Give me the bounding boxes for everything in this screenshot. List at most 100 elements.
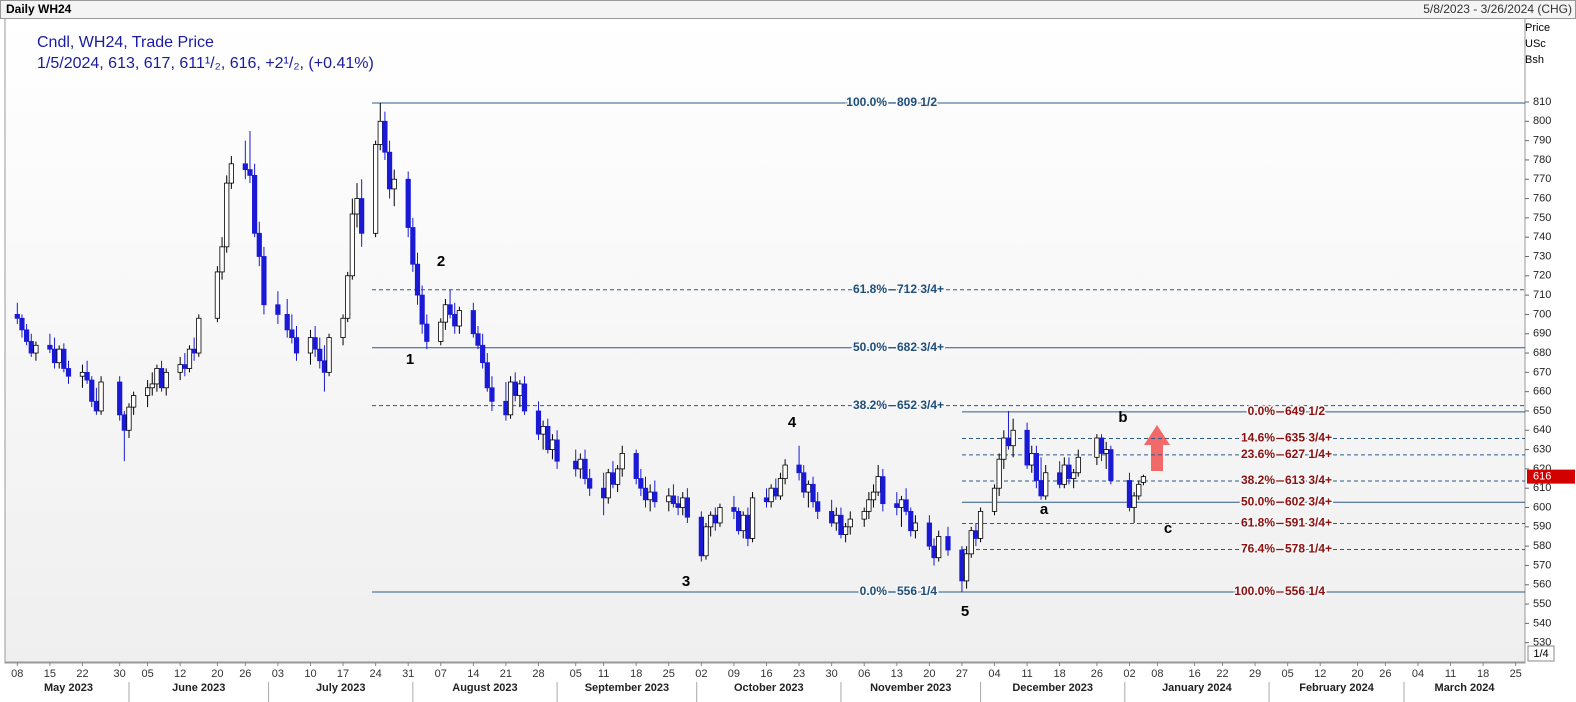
candle-body <box>442 304 449 323</box>
candle-body <box>507 381 514 416</box>
fib-pct: 100.0% <box>846 95 887 109</box>
candle-body <box>1103 449 1109 454</box>
candle-body <box>228 163 234 184</box>
fib-pct: 0.0% <box>1248 404 1276 418</box>
x-tick-label: 17 <box>337 668 349 680</box>
candle-body <box>307 337 314 354</box>
x-tick-label: 26 <box>1091 668 1103 680</box>
axis-title: Bsh <box>1525 54 1544 66</box>
page-box[interactable] <box>1527 645 1555 662</box>
candle-body <box>1108 449 1114 481</box>
candle-body <box>224 182 230 248</box>
candle-body <box>936 536 942 559</box>
fib-pct: 61.8% <box>853 282 887 296</box>
candle-body <box>554 439 560 462</box>
y-tick-label: 810 <box>1533 96 1551 108</box>
candle-body <box>275 304 281 315</box>
fib-label: 649 1/2 <box>1285 404 1325 418</box>
candle-body <box>1071 472 1077 479</box>
y-tick-label: 770 <box>1533 173 1551 185</box>
candle-body <box>968 530 974 555</box>
candle-body <box>373 144 379 234</box>
fib-label: 627 1/4+ <box>1285 447 1332 461</box>
x-tick-label: 12 <box>1314 668 1326 680</box>
candle-body <box>833 514 839 524</box>
candle-body <box>158 368 165 389</box>
x-tick-label: 03 <box>272 668 284 680</box>
price-tag-label: 616 <box>1533 471 1551 483</box>
month-label: March 2024 <box>1435 682 1496 694</box>
x-tick-label: 07 <box>435 668 447 680</box>
candle-body <box>614 468 621 485</box>
candle-body <box>145 387 151 396</box>
candle-body <box>680 497 686 508</box>
fib-label: 809 1/2 <box>897 95 937 109</box>
candle-body <box>749 497 756 539</box>
month-label: May 2023 <box>44 682 93 694</box>
fib-label: 712 3/4+ <box>897 282 944 296</box>
candle-body <box>633 453 639 479</box>
x-tick-label: 09 <box>728 668 740 680</box>
candle-body <box>293 337 300 354</box>
candle-body <box>326 337 332 373</box>
candle-body <box>163 371 169 389</box>
fib-label: 556 1/4 <box>897 584 937 598</box>
candle-body <box>61 348 67 369</box>
candle-body <box>452 314 458 327</box>
candle-body <box>684 497 690 518</box>
candle-body <box>1057 472 1063 485</box>
candle-body <box>880 476 886 505</box>
fib-pct: 76.4% <box>1241 542 1275 556</box>
page-indicator[interactable]: 1/4 <box>1533 648 1548 660</box>
x-tick-label: 05 <box>570 668 582 680</box>
candle-body <box>642 487 649 501</box>
x-tick-label: 05 <box>141 668 153 680</box>
x-tick-label: 18 <box>630 668 642 680</box>
fib-pct: 14.6% <box>1241 431 1275 445</box>
candle-body <box>84 371 90 381</box>
wave-label: 1 <box>406 351 414 368</box>
y-tick-label: 540 <box>1533 617 1551 629</box>
candle-body <box>875 476 881 493</box>
candle-body <box>698 516 704 557</box>
x-tick-label: 16 <box>760 668 772 680</box>
wave-label: 3 <box>682 573 690 590</box>
x-tick-label: 18 <box>1477 668 1489 680</box>
candle-body <box>605 472 611 499</box>
y-tick-label: 570 <box>1533 559 1551 571</box>
candle-body <box>349 213 355 277</box>
x-tick-label: 10 <box>304 668 316 680</box>
y-tick-label: 660 <box>1533 386 1551 398</box>
month-label: December 2023 <box>1012 682 1093 694</box>
candle-body <box>996 458 1002 489</box>
candle-body <box>410 227 416 265</box>
fib-label: 602 3/4+ <box>1285 494 1332 508</box>
candle-body <box>908 510 914 532</box>
y-tick-label: 600 <box>1533 501 1551 513</box>
x-tick-label: 31 <box>402 668 414 680</box>
candle-body <box>79 371 86 377</box>
candle-body <box>1131 495 1137 508</box>
fib-label: 578 1/4+ <box>1285 542 1332 556</box>
x-tick-label: 11 <box>598 668 609 680</box>
x-tick-label: 08 <box>1151 668 1163 680</box>
x-tick-label: 14 <box>467 668 479 680</box>
candle-body <box>377 120 383 145</box>
candle-body <box>438 321 444 342</box>
candle-body <box>619 453 625 470</box>
candle-body <box>93 400 100 412</box>
candle-body <box>540 426 546 435</box>
candle-body <box>284 314 290 331</box>
axis-title: USc <box>1525 38 1546 50</box>
candle-body <box>154 368 160 385</box>
candle-body <box>47 344 53 350</box>
candle-body <box>535 410 542 435</box>
candle-body <box>214 271 221 319</box>
candle-body <box>56 348 62 364</box>
candle-body <box>1043 472 1049 497</box>
candle-body <box>340 317 346 338</box>
candle-body <box>247 169 253 176</box>
fib-pct: 100.0% <box>1234 584 1275 598</box>
candle-body <box>261 256 267 306</box>
